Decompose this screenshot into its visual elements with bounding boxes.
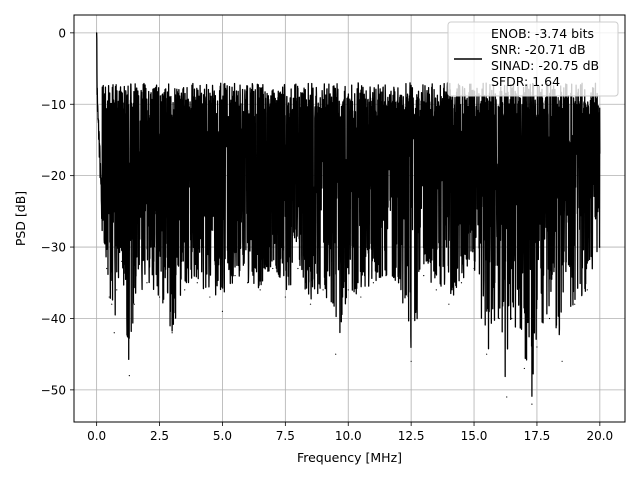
psd-data-point [106,267,108,270]
y-tick-label: −20 [41,169,66,183]
legend-enob: ENOB: -3.74 bits [491,26,594,41]
psd-data-point [561,360,563,362]
psd-data-point [322,289,324,291]
psd-data-point [103,232,105,234]
psd-data-point [385,275,387,277]
psd-series [95,32,601,405]
psd-data-point [128,374,130,377]
x-tick-label: 17.5 [524,429,551,443]
psd-data-point [599,246,601,248]
psd-data-point [536,346,538,348]
psd-data-point [531,403,533,405]
psd-data-point [435,289,437,291]
legend-sfdr: SFDR: 1.64 [491,74,560,89]
psd-data-point [121,260,123,262]
psd-data-point [96,32,98,34]
psd-data-point [397,282,400,284]
psd-data-point [111,303,113,305]
psd-data-point [108,296,110,298]
psd-data-point [506,396,508,398]
x-tick-label: 5.0 [213,429,232,443]
psd-data-point [410,360,412,362]
psd-data-point [511,317,513,320]
psd-data-point [460,282,463,284]
plot-frame [73,14,626,423]
psd-data-point [196,282,198,284]
psd-data-point [259,289,261,291]
legend-snr: SNR: -20.71 dB [491,42,586,57]
y-axis-label: PSD [dB] [13,191,28,246]
y-tick-label: −50 [41,383,66,397]
psd-data-point [101,203,103,205]
y-tick-label: −10 [41,98,66,112]
legend-box [447,21,619,97]
psd-data-point [116,289,118,291]
psd-data-point [523,367,525,370]
psd-data-point [113,332,115,334]
y-tick-label: 0 [58,26,66,40]
psd-data-point [473,267,475,270]
psd-data-point [133,303,135,305]
y-tick-label: −40 [41,312,66,326]
psd-data-point [548,317,551,320]
psd-data-point [158,296,161,298]
x-tick-label: 20.0 [586,429,613,443]
x-axis-label: Frequency [MHz] [297,450,402,465]
psd-data-point [586,289,588,291]
psd-data-point [234,275,236,277]
psd-data-point [221,310,224,312]
psd-data-point [297,267,299,270]
psd-data-point [209,296,211,298]
x-tick-label: 7.5 [276,429,295,443]
psd-data-point [372,282,375,284]
psd-data-point [184,289,186,291]
psd-data-point [97,117,99,120]
x-tick-label: 0.0 [87,429,106,443]
psd-data-point [347,289,349,291]
psd-data-point [171,332,173,334]
psd-data-point [99,175,102,177]
psd-data-point [423,275,425,277]
psd-data-point [247,282,249,284]
x-tick-label: 12.5 [398,429,425,443]
psd-data-point [146,282,148,284]
psd-data-point [486,353,488,355]
psd-data-point [498,317,500,320]
legend-sinad: SINAD: -20.75 dB [491,58,599,73]
x-tick-label: 10.0 [335,429,362,443]
psd-data-point [448,303,450,305]
y-tick-label: −30 [41,241,66,255]
psd-data-point [574,303,576,305]
x-tick-label: 2.5 [150,429,169,443]
psd-trace [95,32,601,397]
axis-ticks: 0.0 2.5 5.0 7.5 10.0 12.5 15.0 17.5 20.0 0 −10 −20 −… [41,26,614,443]
psd-data-point [284,296,286,298]
psd-data-point [98,139,100,141]
psd-data-point [309,303,312,305]
psd-data-point [335,353,337,355]
psd-data-point [360,296,362,298]
x-tick-label: 15.0 [461,429,488,443]
legend: ENOB: -3.74 bits SNR: -20.71 dB SINAD: -… [447,21,619,97]
psd-data-point [96,89,98,91]
psd-data-point [272,267,274,270]
